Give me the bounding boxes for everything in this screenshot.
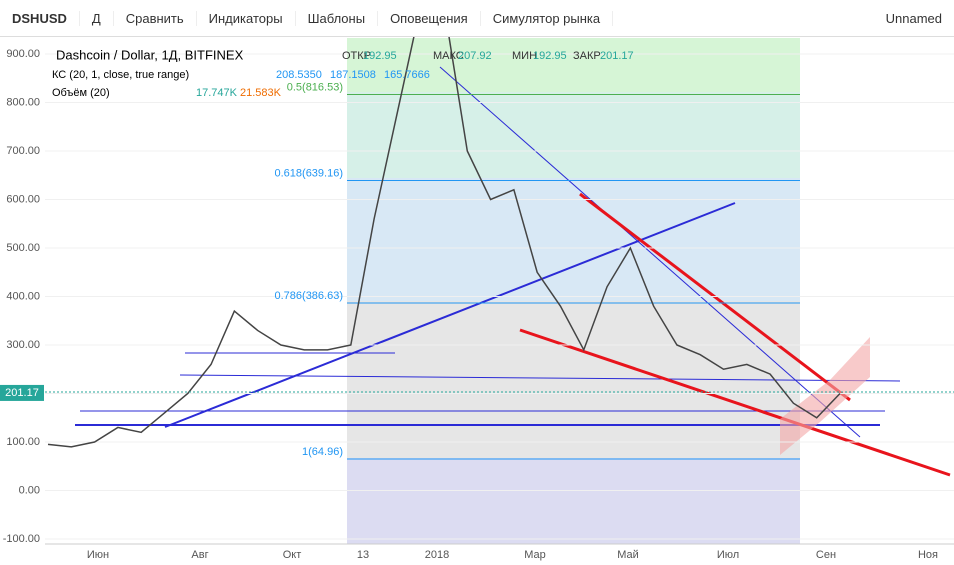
kc-value: 187.1508 — [330, 69, 376, 81]
ohlc: МАКС — [433, 50, 464, 62]
x-tick-label: 2018 — [425, 549, 449, 561]
x-tick-label: Ноя — [918, 549, 938, 561]
x-tick-label: Май — [617, 549, 639, 561]
volume-name: Объём (20) — [52, 87, 110, 99]
last-price-label: 201.17 — [5, 387, 39, 399]
ohlc: МИН — [512, 50, 537, 62]
x-tick-label: Сен — [816, 549, 836, 561]
ohlc: ЗАКР — [573, 50, 601, 62]
fib-zone — [347, 178, 800, 301]
legend-title: Dashcoin / Dollar, 1Д, BITFINEX — [56, 47, 244, 62]
templates[interactable]: Шаблоны — [296, 10, 379, 26]
ohlc: 192.95 — [363, 50, 397, 62]
x-tick-label: Июн — [87, 549, 109, 561]
ohlc: 207.92 — [458, 50, 492, 62]
y-tick-label: 400.00 — [6, 290, 40, 302]
y-tick-label: 600.00 — [6, 193, 40, 205]
fib-zone — [347, 92, 800, 178]
ohlc: 201.17 — [600, 50, 634, 62]
compare[interactable]: Сравнить — [114, 10, 197, 26]
x-tick-label: Июл — [717, 549, 739, 561]
y-tick-label: 900.00 — [6, 48, 40, 60]
toolbar: DSHUSD Д Сравнить Индикаторы Шаблоны Опо… — [0, 0, 954, 37]
y-tick-label: 500.00 — [6, 242, 40, 254]
x-tick-label: Окт — [283, 549, 302, 561]
y-tick-label: 0.00 — [19, 484, 40, 496]
y-tick-label: -100.00 — [3, 533, 40, 545]
symbol[interactable]: DSHUSD — [0, 10, 80, 26]
y-tick-label: 700.00 — [6, 145, 40, 157]
fib-zone — [347, 38, 800, 92]
y-tick-label: 300.00 — [6, 339, 40, 351]
kc-value: 165.7666 — [384, 69, 430, 81]
layout-name[interactable]: Unnamed — [885, 10, 942, 26]
y-tick-label: 100.00 — [6, 436, 40, 448]
chart: Dashcoin / Dollar, 1Д, BITFINEX КС (20, … — [0, 37, 954, 561]
last-price-tag — [0, 384, 44, 401]
fib-label: 0.5(816.53) — [287, 81, 343, 93]
x-tick-label: 13 — [357, 549, 369, 561]
kc-value: 208.5350 — [276, 69, 322, 81]
fib-label: 0.786(386.63) — [275, 290, 344, 302]
ohlc: ОТКР — [342, 50, 371, 62]
interval[interactable]: Д — [80, 10, 114, 26]
x-tick-label: Мар — [524, 549, 546, 561]
alerts[interactable]: Оповещения — [378, 10, 481, 26]
kc-name: КС (20, 1, close, true range) — [52, 69, 189, 81]
ohlc: 192.95 — [533, 50, 567, 62]
x-tick-label: Авг — [191, 549, 208, 561]
fib-label: 0.618(639.16) — [275, 167, 344, 179]
volume-value: 21.583K — [240, 87, 282, 99]
volume-value: 17.747K — [196, 87, 238, 99]
channel — [780, 337, 870, 455]
fib-label: 1(64.96) — [302, 446, 343, 458]
y-tick-label: 800.00 — [6, 96, 40, 108]
indicators[interactable]: Индикаторы — [197, 10, 296, 26]
fib-zone — [347, 458, 800, 544]
replay[interactable]: Симулятор рынка — [481, 10, 614, 26]
price-line — [47, 37, 841, 448]
